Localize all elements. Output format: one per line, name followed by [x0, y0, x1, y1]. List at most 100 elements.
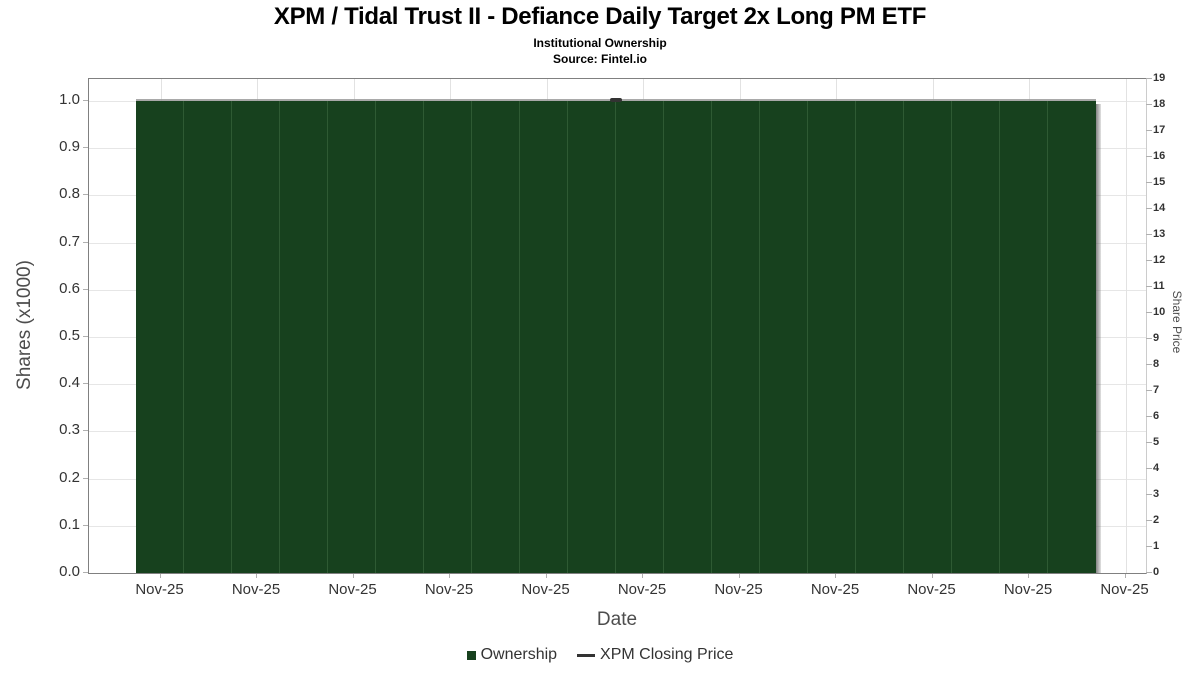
- chart-subtitle: Institutional Ownership: [533, 36, 667, 50]
- ownership-bar: [616, 101, 664, 573]
- y-right-tick-label: 14: [1153, 202, 1166, 214]
- x-tick-label: Nov-25: [810, 581, 860, 598]
- y-right-tick-mark: [1146, 442, 1152, 443]
- y-right-tick-label: 3: [1153, 488, 1160, 500]
- y-right-tick-mark: [1146, 182, 1152, 183]
- y-left-tick-mark: [83, 430, 88, 432]
- x-tick-mark: [738, 574, 740, 578]
- y-right-tick-label: 9: [1153, 332, 1160, 344]
- y-right-tick-mark: [1146, 494, 1152, 495]
- y-left-tick-mark: [83, 572, 88, 573]
- y-left-tick-label: 0.1: [59, 515, 80, 533]
- legend-item-closing-price[interactable]: XPM Closing Price: [577, 646, 733, 664]
- ownership-bar: [280, 101, 328, 573]
- y-left-tick-label: 0.2: [59, 468, 80, 486]
- ownership-bar: [904, 101, 952, 573]
- ownership-bar: [760, 101, 808, 573]
- x-tick-label: Nov-25: [1100, 581, 1149, 598]
- y-left-tick-label: 0.4: [59, 374, 80, 392]
- x-tick-label: Nov-25: [231, 581, 281, 598]
- y-left-tick-label: 0.9: [59, 138, 80, 156]
- y-right-tick-mark: [1146, 104, 1152, 105]
- legend-item-ownership[interactable]: Ownership: [466, 646, 558, 664]
- ownership-bar: [664, 101, 712, 573]
- y-right-tick-label: 10: [1153, 306, 1166, 318]
- ownership-bar: [376, 101, 424, 573]
- y-right-tick-label: 1: [1153, 540, 1160, 552]
- chart-source: Source: Fintel.io: [552, 52, 647, 66]
- ownership-bar: [424, 101, 472, 573]
- y-right-tick-mark: [1146, 416, 1152, 417]
- x-tick-mark: [931, 574, 933, 578]
- ownership-bar: [808, 101, 856, 573]
- x-tick-label: Nov-25: [521, 581, 570, 598]
- closing-price-line-icon: [577, 653, 596, 657]
- legend-label-closing-price: XPM Closing Price: [600, 646, 734, 663]
- y-left-tick-label: 0.5: [59, 327, 80, 344]
- y-left-tick-label: 0.7: [59, 232, 80, 250]
- x-tick-label: Nov-25: [907, 581, 956, 598]
- x-tick-mark: [256, 574, 257, 578]
- x-tick-label: Nov-25: [328, 581, 377, 598]
- ownership-bar: [520, 101, 568, 573]
- y-right-tick-mark: [1146, 286, 1152, 287]
- x-tick-label: Nov-25: [424, 581, 474, 598]
- x-tick-label: Nov-25: [135, 581, 184, 598]
- y-left-tick-mark: [83, 477, 88, 479]
- ownership-bar: [1048, 101, 1096, 573]
- y-right-tick-label: 16: [1153, 150, 1166, 162]
- y-right-tick-label: 8: [1153, 358, 1160, 370]
- x-tick-mark: [449, 574, 450, 578]
- y-right-tick-mark: [1146, 390, 1152, 391]
- chart-title: XPM / Tidal Trust II - Defiance Daily Ta…: [273, 3, 927, 30]
- ownership-bar: [568, 101, 616, 573]
- x-tick-mark: [352, 574, 354, 578]
- y-right-tick-label: 0: [1153, 566, 1160, 578]
- x-tick-mark: [835, 574, 836, 578]
- y-right-tick-label: 12: [1153, 254, 1166, 266]
- bar-block-shadow: [1096, 104, 1101, 573]
- ownership-bar: [1000, 101, 1048, 573]
- legend-label-ownership: Ownership: [480, 646, 558, 663]
- y-left-tick-label: 0.0: [59, 563, 80, 580]
- y-left-tick-mark: [83, 383, 88, 385]
- closing-price-marker: [610, 97, 622, 102]
- y-right-tick-label: 4: [1153, 462, 1160, 474]
- y-left-tick-mark: [83, 241, 88, 243]
- y-right-tick-label: 2: [1153, 514, 1160, 526]
- y-left-tick-mark: [83, 194, 88, 196]
- ownership-bar: [952, 101, 1000, 573]
- x-tick-label: Nov-25: [617, 581, 667, 598]
- y-left-tick-label: 1.0: [59, 91, 80, 108]
- y-left-tick-mark: [83, 336, 88, 337]
- y-left-tick-mark: [83, 288, 88, 290]
- y-right-tick-mark: [1146, 468, 1152, 469]
- plot-area: [88, 78, 1147, 574]
- x-tick-label: Nov-25: [714, 581, 763, 598]
- y-right-tick-mark: [1146, 130, 1152, 131]
- ownership-square-icon: [466, 650, 476, 660]
- vertical-gridline: [1125, 79, 1127, 573]
- legend: Ownership XPM Closing Price: [0, 646, 1200, 664]
- y-right-tick-label: 6: [1153, 410, 1160, 422]
- y-right-tick-mark: [1146, 208, 1152, 209]
- ownership-bar: [856, 101, 904, 573]
- y-right-tick-mark: [1146, 338, 1152, 339]
- x-tick-mark: [642, 574, 643, 578]
- x-tick-mark: [1028, 574, 1029, 578]
- y-left-tick-label: 0.3: [59, 421, 80, 439]
- y-right-tick-mark: [1146, 546, 1152, 547]
- y-right-tick-label: 7: [1153, 384, 1160, 396]
- y-left-tick-mark: [83, 524, 88, 526]
- x-tick-label: Nov-25: [1003, 581, 1053, 598]
- y-right-tick-label: 17: [1153, 124, 1166, 136]
- ownership-bar: [712, 101, 760, 573]
- ownership-bar: [136, 101, 184, 573]
- ownership-bar: [472, 101, 520, 573]
- x-tick-mark: [1124, 574, 1126, 578]
- y-right-tick-label: 18: [1153, 98, 1166, 110]
- y-right-tick-mark: [1146, 520, 1152, 521]
- x-tick-mark: [159, 574, 161, 578]
- y-right-tick-mark: [1146, 572, 1152, 573]
